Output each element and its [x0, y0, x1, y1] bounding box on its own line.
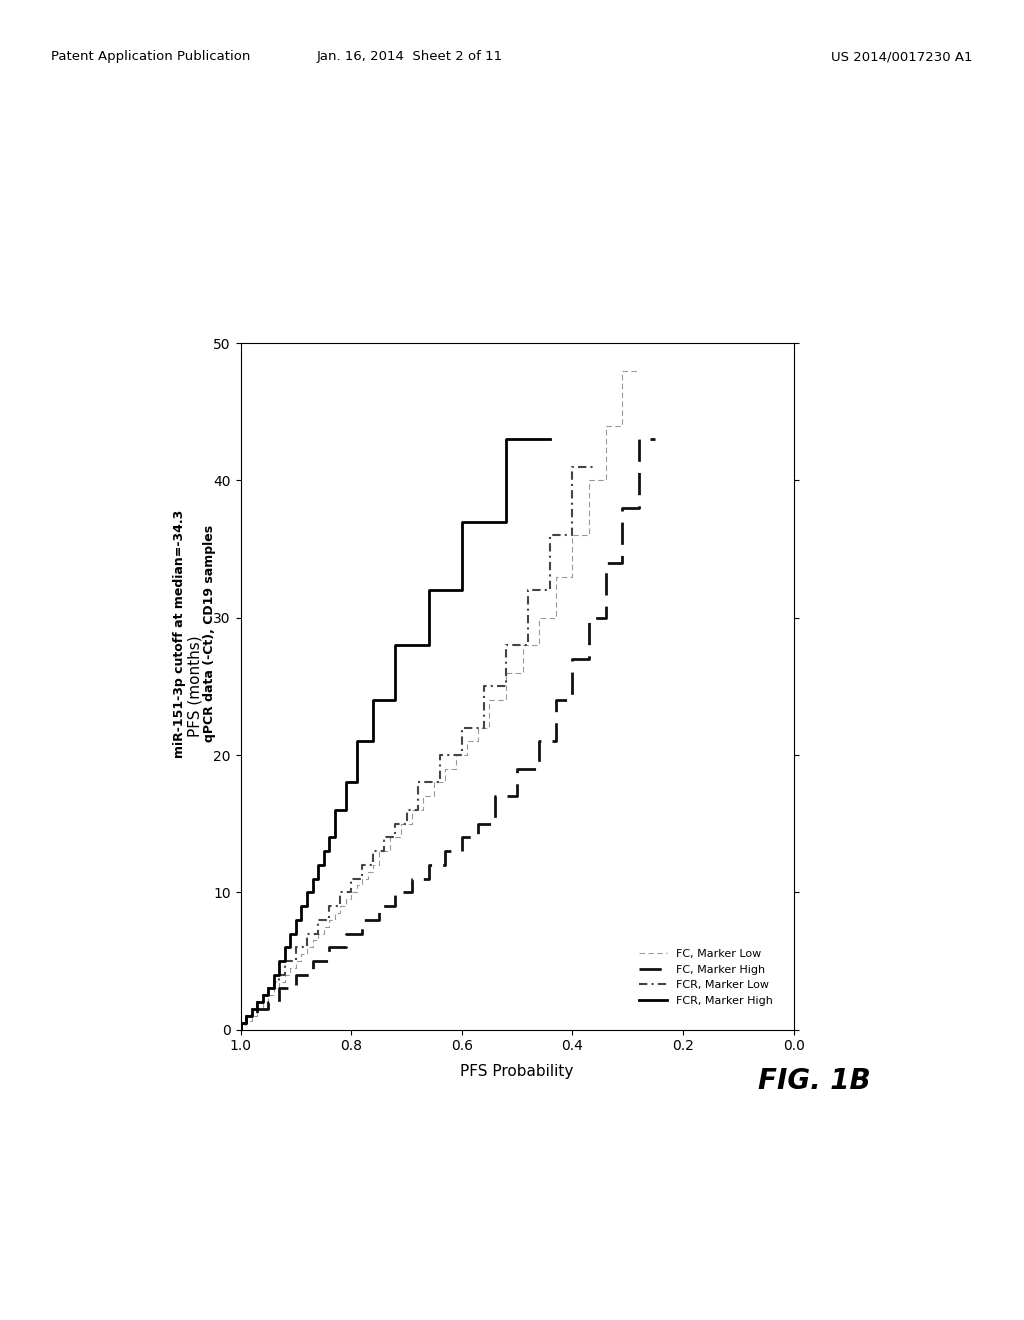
Text: miR-151-3p cutoff at median=-34.3: miR-151-3p cutoff at median=-34.3 — [173, 510, 185, 758]
Text: FIG. 1B: FIG. 1B — [758, 1067, 870, 1096]
Text: qPCR data (-Ct), CD19 samples: qPCR data (-Ct), CD19 samples — [204, 525, 216, 742]
Y-axis label: PFS (months): PFS (months) — [187, 636, 202, 737]
Legend: FC, Marker Low, FC, Marker High, FCR, Marker Low, FCR, Marker High: FC, Marker Low, FC, Marker High, FCR, Ma… — [635, 945, 777, 1010]
Text: US 2014/0017230 A1: US 2014/0017230 A1 — [831, 50, 973, 63]
X-axis label: PFS Probability: PFS Probability — [461, 1064, 573, 1080]
Text: Patent Application Publication: Patent Application Publication — [51, 50, 251, 63]
Text: Jan. 16, 2014  Sheet 2 of 11: Jan. 16, 2014 Sheet 2 of 11 — [316, 50, 503, 63]
